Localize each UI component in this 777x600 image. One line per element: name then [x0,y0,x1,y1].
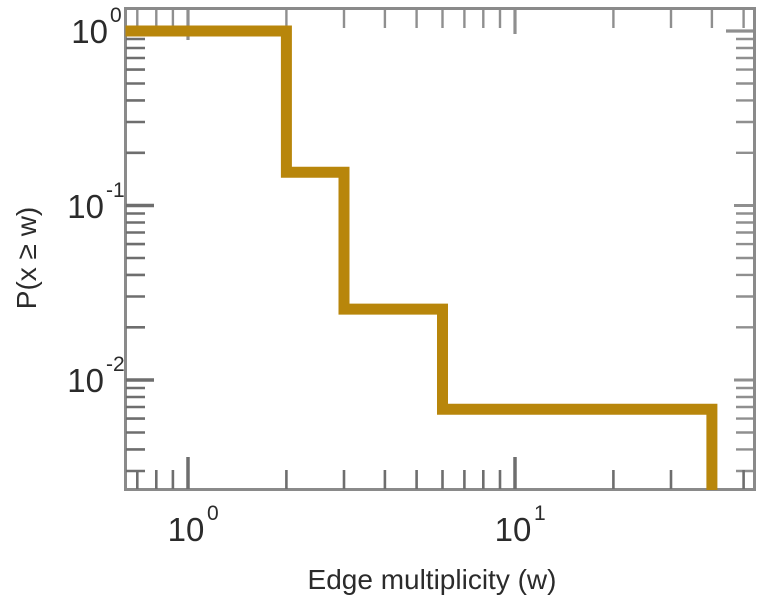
y-tick-label-1e-1-mantissa: 10 [67,188,104,225]
x-axis-ticks [136,457,745,489]
y-axis-ticks [126,29,154,473]
x-tick-label-1e0-exponent: 0 [207,502,219,525]
x-tick-label-1e1-exponent: 1 [534,502,546,525]
x-tick-labels: 10 0 10 1 [168,502,546,548]
y-tick-label-1e0-exponent: 0 [110,4,122,27]
x-axis-ticks-top [136,10,745,40]
y-tick-label-1e0-mantissa: 10 [71,13,108,50]
ccdf-step-line [125,25,718,490]
y-tick-label-1e-1-exponent: -1 [106,179,125,202]
data-series-group [125,25,718,490]
y-tick-label-1e-2-exponent: -2 [106,353,125,376]
x-tick-label-1e0-mantissa: 10 [168,511,205,548]
y-tick-label-1e-2-mantissa: 10 [67,362,104,399]
axis-spines [124,7,756,491]
y-axis-title: P(x ≥ w) [11,207,42,309]
x-tick-label-1e1-mantissa: 10 [495,511,532,548]
y-axis-ticks-right [726,29,753,473]
x-axis-title: Edge multiplicity (w) [308,564,557,595]
y-tick-labels: 10 0 10 -1 10 -2 [67,4,124,399]
